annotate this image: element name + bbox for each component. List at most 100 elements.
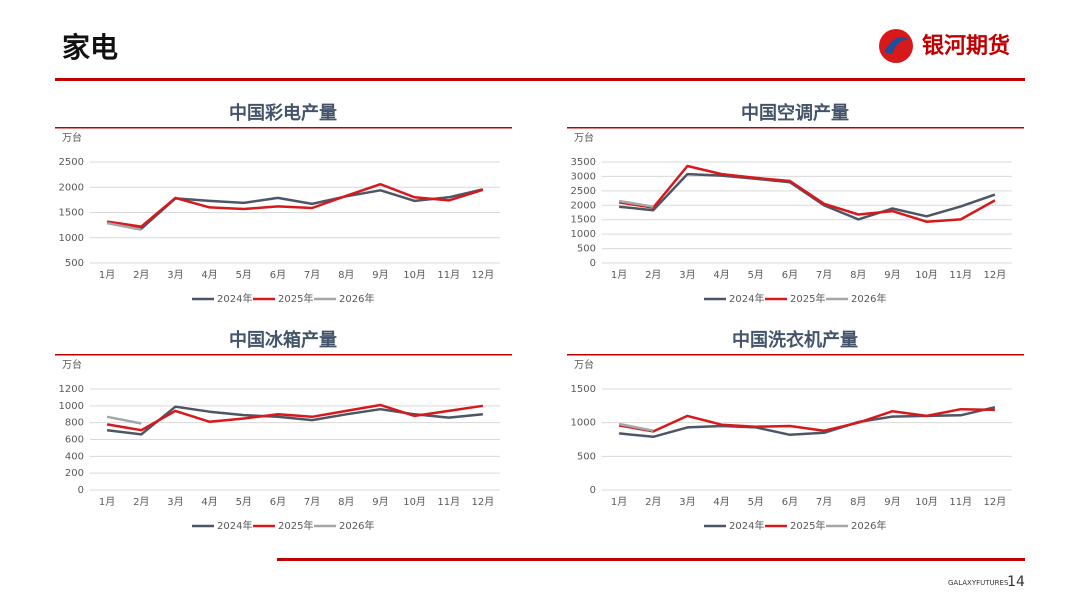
legend-label: 2024年	[729, 519, 764, 532]
y-tick-label: 2500	[59, 157, 84, 168]
x-tick-label: 11月	[437, 496, 460, 508]
x-tick-label: 12月	[984, 269, 1007, 281]
chart-title: 中国冰箱产量	[229, 329, 337, 351]
y-tick-label: 1200	[59, 384, 84, 395]
y-tick-label: 3500	[571, 157, 596, 168]
x-tick-label: 11月	[437, 269, 460, 281]
x-tick-label: 2月	[133, 496, 149, 508]
x-tick-label: 11月	[949, 496, 972, 508]
x-tick-label: 6月	[270, 496, 286, 508]
legend-label: 2024年	[217, 519, 252, 532]
y-tick-label: 500	[577, 451, 596, 462]
legend-label: 2025年	[278, 292, 313, 305]
panel-title-bg	[567, 327, 1024, 355]
y-tick-label: 500	[65, 258, 84, 269]
series-line	[106, 415, 142, 425]
chart-title: 中国空调产量	[741, 102, 849, 124]
series-line	[106, 405, 484, 436]
y-tick-label: 1500	[571, 384, 596, 395]
x-tick-label: 9月	[372, 496, 388, 508]
logo-text: 银河期货	[922, 33, 1010, 59]
logo-swoosh	[884, 36, 910, 54]
x-tick-label: 2月	[133, 269, 149, 281]
x-tick-label: 1月	[99, 496, 115, 508]
y-tick-label: 600	[65, 435, 84, 446]
x-tick-label: 10月	[915, 269, 938, 281]
x-tick-label: 9月	[372, 269, 388, 281]
series-line	[618, 407, 995, 433]
page-title: 家电	[62, 31, 118, 64]
x-tick-label: 7月	[304, 269, 320, 281]
y-tick-label: 400	[65, 451, 84, 462]
x-tick-label: 2月	[645, 496, 661, 508]
panel-title-bg	[55, 100, 512, 128]
footer-brand: GALAXYFUTURES	[948, 579, 1009, 587]
x-tick-label: 10月	[915, 496, 938, 508]
panel-title-bg	[567, 100, 1024, 128]
title-rule	[55, 127, 512, 129]
x-tick-label: 5月	[748, 269, 764, 281]
y-axis-label: 万台	[62, 131, 82, 144]
y-tick-label: 2000	[571, 200, 596, 211]
x-tick-label: 12月	[472, 496, 495, 508]
y-tick-label: 1500	[571, 215, 596, 226]
x-tick-label: 7月	[304, 496, 320, 508]
title-rule	[567, 127, 1024, 129]
x-tick-label: 7月	[816, 496, 832, 508]
x-tick-label: 9月	[884, 496, 900, 508]
y-axis-label: 万台	[574, 131, 594, 144]
series-line	[618, 199, 654, 208]
x-tick-label: 3月	[679, 496, 695, 508]
x-tick-label: 5月	[748, 496, 764, 508]
x-tick-label: 6月	[782, 496, 798, 508]
x-tick-label: 10月	[403, 269, 426, 281]
legend-label: 2025年	[278, 519, 313, 532]
x-tick-label: 8月	[850, 496, 866, 508]
y-tick-label: 1000	[59, 233, 84, 244]
x-tick-label: 3月	[679, 269, 695, 281]
x-tick-label: 2月	[645, 269, 661, 281]
chart-title: 中国彩电产量	[229, 102, 337, 124]
legend-label: 2024年	[217, 292, 252, 305]
x-tick-label: 6月	[270, 269, 286, 281]
y-tick-label: 1000	[59, 401, 84, 412]
legend-label: 2026年	[339, 292, 374, 305]
y-tick-label: 2500	[571, 186, 596, 197]
series-line	[618, 164, 996, 223]
x-tick-label: 8月	[338, 496, 354, 508]
x-tick-label: 7月	[816, 269, 832, 281]
series-line	[106, 182, 484, 228]
y-tick-label: 2000	[59, 182, 84, 193]
x-tick-label: 1月	[611, 269, 627, 281]
y-tick-label: 0	[78, 485, 84, 496]
title-rule	[55, 354, 512, 356]
x-tick-label: 8月	[338, 269, 354, 281]
y-tick-label: 1000	[571, 229, 596, 240]
series-line	[618, 422, 654, 432]
y-tick-label: 800	[65, 418, 84, 429]
x-tick-label: 5月	[236, 496, 252, 508]
x-tick-label: 8月	[850, 269, 866, 281]
title-rule	[567, 354, 1024, 356]
x-tick-label: 1月	[611, 496, 627, 508]
x-tick-label: 12月	[472, 269, 495, 281]
legend-label: 2026年	[851, 292, 886, 305]
x-tick-label: 11月	[949, 269, 972, 281]
x-tick-label: 9月	[884, 269, 900, 281]
y-tick-label: 500	[577, 244, 596, 255]
x-tick-label: 5月	[236, 269, 252, 281]
y-tick-label: 1500	[59, 208, 84, 219]
footer-rule	[277, 558, 1025, 561]
y-tick-label: 1000	[571, 418, 596, 429]
page-number: 14	[1007, 574, 1025, 590]
y-axis-label: 万台	[62, 358, 82, 371]
series-line	[106, 221, 142, 231]
y-axis-label: 万台	[574, 358, 594, 371]
x-tick-label: 4月	[201, 269, 217, 281]
x-tick-label: 12月	[984, 496, 1007, 508]
y-tick-label: 0	[590, 258, 596, 269]
y-tick-label: 200	[65, 468, 84, 479]
x-tick-label: 1月	[99, 269, 115, 281]
legend-label: 2025年	[790, 519, 825, 532]
